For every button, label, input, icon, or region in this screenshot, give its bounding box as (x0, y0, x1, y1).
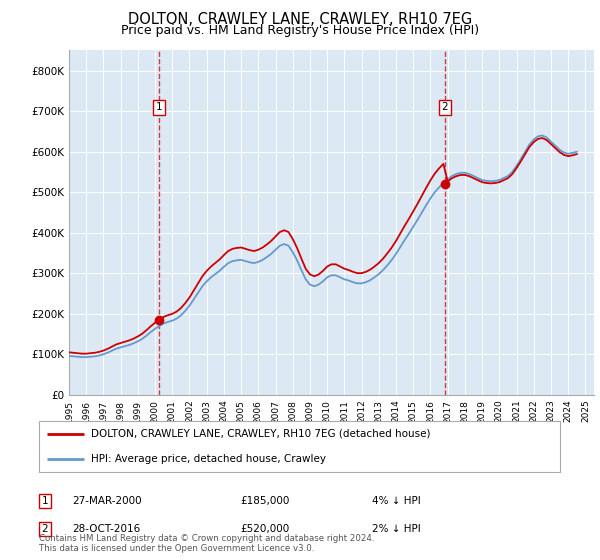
Text: Price paid vs. HM Land Registry's House Price Index (HPI): Price paid vs. HM Land Registry's House … (121, 24, 479, 37)
Text: 1: 1 (41, 496, 49, 506)
Text: 4% ↓ HPI: 4% ↓ HPI (372, 496, 421, 506)
Text: DOLTON, CRAWLEY LANE, CRAWLEY, RH10 7EG: DOLTON, CRAWLEY LANE, CRAWLEY, RH10 7EG (128, 12, 472, 27)
Text: 2% ↓ HPI: 2% ↓ HPI (372, 524, 421, 534)
Text: 28-OCT-2016: 28-OCT-2016 (72, 524, 140, 534)
Text: 2: 2 (41, 524, 49, 534)
Text: HPI: Average price, detached house, Crawley: HPI: Average price, detached house, Craw… (91, 454, 326, 464)
Text: 2: 2 (442, 102, 448, 112)
Text: Contains HM Land Registry data © Crown copyright and database right 2024.
This d: Contains HM Land Registry data © Crown c… (39, 534, 374, 553)
Text: 27-MAR-2000: 27-MAR-2000 (72, 496, 142, 506)
Text: 1: 1 (156, 102, 163, 112)
Text: £185,000: £185,000 (240, 496, 289, 506)
Text: DOLTON, CRAWLEY LANE, CRAWLEY, RH10 7EG (detached house): DOLTON, CRAWLEY LANE, CRAWLEY, RH10 7EG … (91, 429, 431, 439)
Text: £520,000: £520,000 (240, 524, 289, 534)
FancyBboxPatch shape (38, 421, 560, 472)
